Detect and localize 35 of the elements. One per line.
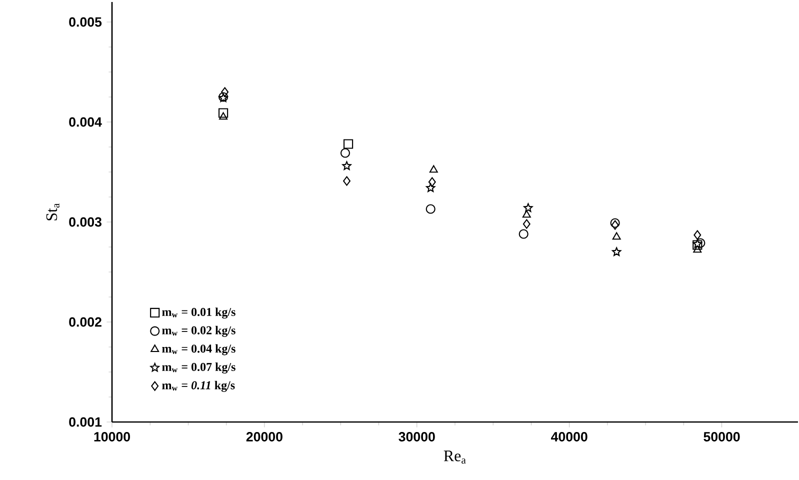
point [343,139,354,149]
point [524,203,533,212]
point [343,176,350,186]
point [426,204,436,214]
point [342,161,352,170]
legend-label: m$_{w}$ = 0.07 kg/s [162,362,236,374]
x-tick-label: 20000 [246,432,282,442]
point [428,177,436,187]
point [221,87,229,97]
x-tick-label: 30000 [398,432,435,442]
y-axis-title: St$_{a}$ [46,203,60,220]
legend-label: m$_{w}$ = 0.01 kg/s [162,308,236,319]
point [340,148,350,158]
point [612,247,622,256]
x-tick-label: 50000 [704,432,740,442]
point [518,229,528,239]
x-axis-title: Re$_{a}$ [444,450,466,464]
y-tick-label: 0.004 [69,117,102,127]
point [612,232,621,240]
y-tick-label: 0.005 [69,17,102,27]
y-tick-label: 0.001 [69,417,102,427]
legend-label: m$_{w}$ = 0.11 kg/s [162,380,235,392]
point [522,219,530,229]
point [522,210,531,218]
point [426,183,436,192]
y-tick-label: 0.002 [69,317,102,327]
y-tick-label: 0.003 [69,217,102,227]
point [219,112,228,120]
legend-label: m$_{w}$ = 0.04 kg/s [162,344,236,356]
point [694,230,702,240]
point [218,108,228,118]
x-tick-label: 40000 [551,432,588,442]
point [429,165,438,173]
legend-label: m$_{w}$ = 0.02 kg/s [162,326,236,337]
x-tick-label: 10000 [94,432,130,442]
